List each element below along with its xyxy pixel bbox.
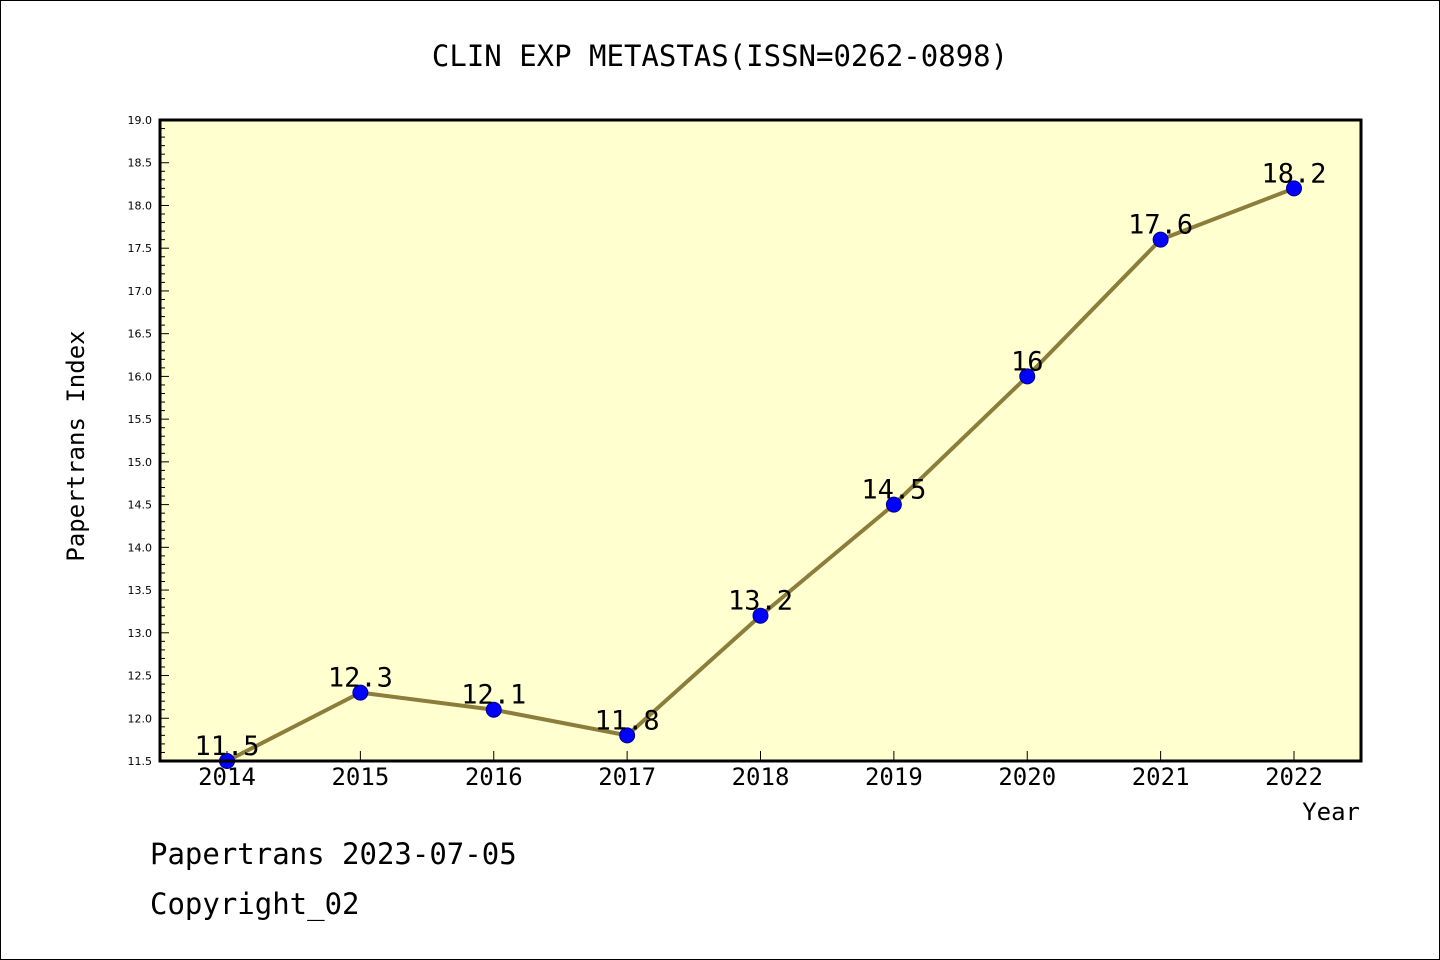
x-tick-label: 2018 (732, 763, 790, 791)
plot-area (160, 120, 1361, 761)
x-tick-label: 2021 (1132, 763, 1190, 791)
x-tick-label: 2015 (331, 763, 389, 791)
data-point (1152, 231, 1169, 248)
data-label: 12.1 (461, 680, 526, 711)
data-label: 11.5 (194, 731, 259, 762)
y-tick-label: 11.5 (128, 755, 153, 768)
x-axis-ticks: 2014 2015 2016 2017 2018 2019 2020 2021 2022 (198, 751, 1323, 791)
data-label: 17.6 (1128, 210, 1193, 241)
y-tick-label: 14.5 (128, 499, 153, 512)
data-point (352, 684, 369, 701)
data-point (619, 727, 636, 744)
y-tick-label: 12.0 (128, 712, 153, 725)
x-tick-label: 2016 (465, 763, 523, 791)
data-point (1019, 368, 1036, 385)
data-point (885, 496, 902, 513)
y-tick-label: 15.0 (128, 456, 153, 469)
y-tick-label: 13.5 (128, 584, 153, 597)
data-label: 13.2 (728, 586, 793, 617)
y-tick-label: 16.5 (128, 328, 153, 341)
y-tick-label: 17.5 (128, 242, 153, 255)
y-tick-label: 15.5 (128, 413, 153, 426)
y-tick-label: 13.0 (128, 627, 153, 640)
data-point (752, 607, 769, 624)
data-label-layer: 11.5 12.3 12.1 11.8 13.2 14.5 16 17.6 18.2 (194, 158, 1326, 762)
y-axis-label: Papertrans Index (62, 330, 90, 561)
footer-copyright: Copyright_02 (150, 887, 360, 922)
y-axis-ticks: 11.5 12.0 12.5 13.0 13.5 14.0 14.5 15.0 15.5 16.0… (128, 114, 169, 768)
chart-title: CLIN EXP METASTAS(ISSN=0262-0898) (432, 39, 1008, 73)
data-point (485, 701, 502, 718)
x-tick-label: 2017 (598, 763, 656, 791)
x-axis-label: Year (1302, 798, 1360, 826)
data-label: 11.8 (595, 705, 660, 736)
data-point (1286, 180, 1302, 197)
data-label: 16 (1011, 346, 1044, 377)
y-tick-label: 14.0 (128, 541, 153, 554)
data-label: 12.3 (328, 663, 393, 694)
data-label: 14.5 (861, 475, 926, 506)
x-tick-label: 2019 (865, 763, 923, 791)
y-tick-label: 19.0 (128, 114, 153, 127)
y-tick-label: 17.0 (128, 285, 153, 298)
x-tick-label: 2022 (1265, 763, 1323, 791)
plot-border (158, 118, 1363, 763)
y-tick-label: 18.0 (128, 199, 153, 212)
y-tick-label: 12.5 (128, 670, 153, 683)
footer-date: Papertrans 2023-07-05 (150, 837, 517, 871)
y-tick-label: 18.5 (128, 157, 153, 170)
x-tick-label: 2020 (998, 763, 1056, 791)
y-tick-label: 16.0 (128, 370, 153, 383)
data-label: 18.2 (1261, 158, 1326, 189)
